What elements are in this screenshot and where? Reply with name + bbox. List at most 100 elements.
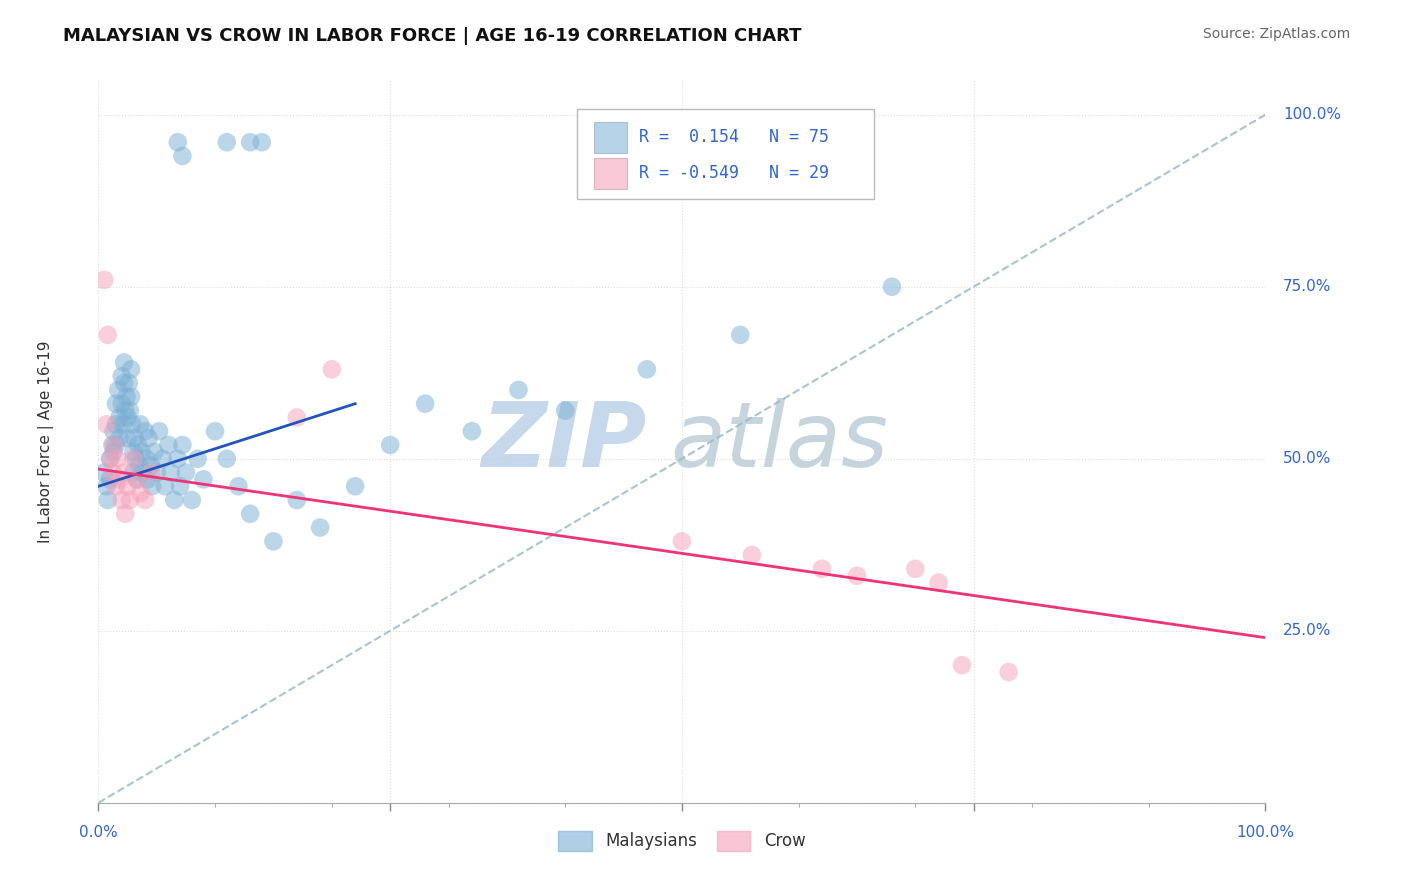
Point	[125, 472, 148, 486]
Point	[125, 451, 148, 466]
Point	[143, 445, 166, 459]
Point	[146, 466, 169, 480]
Point	[120, 390, 142, 404]
Point	[107, 383, 129, 397]
Point	[811, 562, 834, 576]
Point	[215, 135, 238, 149]
Point	[112, 376, 135, 390]
Point	[285, 493, 308, 508]
Point	[997, 665, 1019, 679]
Point	[138, 431, 160, 445]
Point	[114, 403, 136, 417]
Point	[127, 438, 149, 452]
Text: atlas: atlas	[671, 398, 889, 485]
Point	[121, 417, 143, 432]
Point	[112, 355, 135, 369]
Point	[108, 472, 131, 486]
Point	[104, 417, 127, 432]
Point	[96, 417, 118, 432]
Point	[101, 466, 124, 480]
Point	[904, 562, 927, 576]
Point	[124, 431, 146, 445]
Point	[380, 438, 402, 452]
Point	[166, 451, 188, 466]
Point	[111, 493, 134, 508]
Point	[108, 431, 131, 445]
FancyBboxPatch shape	[595, 158, 627, 189]
Point	[120, 362, 142, 376]
Point	[117, 410, 139, 425]
Point	[159, 466, 181, 480]
Point	[118, 376, 141, 390]
Point	[135, 451, 157, 466]
Point	[105, 451, 128, 466]
Point	[239, 135, 262, 149]
Point	[128, 458, 150, 473]
Point	[114, 507, 136, 521]
Text: R =  0.154   N = 75: R = 0.154 N = 75	[638, 128, 828, 145]
Text: Source: ZipAtlas.com: Source: ZipAtlas.com	[1202, 27, 1350, 41]
Point	[132, 466, 155, 480]
Point	[141, 479, 163, 493]
Point	[153, 479, 176, 493]
Text: 0.0%: 0.0%	[79, 825, 118, 840]
Point	[103, 424, 125, 438]
Point	[111, 369, 134, 384]
Point	[134, 493, 156, 508]
Point	[122, 451, 145, 466]
Point	[104, 438, 127, 452]
Text: R = -0.549   N = 29: R = -0.549 N = 29	[638, 164, 828, 182]
Text: 50.0%: 50.0%	[1282, 451, 1331, 467]
Point	[309, 520, 332, 534]
Point	[139, 458, 162, 473]
Point	[112, 466, 135, 480]
Point	[93, 273, 115, 287]
Text: 25.0%: 25.0%	[1282, 624, 1331, 639]
Point	[104, 397, 127, 411]
Text: ZIP: ZIP	[482, 398, 647, 485]
Point	[187, 451, 209, 466]
Point	[117, 431, 139, 445]
Point	[554, 403, 576, 417]
Point	[215, 451, 238, 466]
Point	[228, 479, 250, 493]
Point	[180, 493, 202, 508]
Point	[101, 438, 124, 452]
Point	[413, 397, 436, 411]
Point	[344, 479, 367, 493]
Point	[166, 135, 188, 149]
Point	[193, 472, 215, 486]
Point	[239, 507, 262, 521]
Point	[129, 417, 152, 432]
Point	[152, 451, 174, 466]
Point	[134, 424, 156, 438]
Point	[97, 493, 120, 508]
Point	[111, 397, 134, 411]
Point	[98, 451, 121, 466]
Point	[157, 438, 180, 452]
Point	[671, 534, 693, 549]
FancyBboxPatch shape	[576, 109, 875, 200]
Text: MALAYSIAN VS CROW IN LABOR FORCE | AGE 16-19 CORRELATION CHART: MALAYSIAN VS CROW IN LABOR FORCE | AGE 1…	[63, 27, 801, 45]
Text: 75.0%: 75.0%	[1282, 279, 1331, 294]
Point	[321, 362, 343, 376]
Point	[172, 149, 194, 163]
Text: 100.0%: 100.0%	[1236, 825, 1295, 840]
Point	[508, 383, 530, 397]
Point	[97, 327, 120, 342]
Point	[172, 438, 194, 452]
Point	[108, 410, 131, 425]
Point	[122, 445, 145, 459]
Text: 100.0%: 100.0%	[1282, 107, 1341, 122]
Point	[139, 466, 162, 480]
Point	[96, 479, 118, 493]
Point	[103, 438, 125, 452]
Point	[129, 486, 152, 500]
Point	[262, 534, 284, 549]
Point	[174, 466, 197, 480]
Point	[115, 390, 138, 404]
Point	[730, 327, 752, 342]
Point	[636, 362, 658, 376]
Point	[98, 451, 121, 466]
FancyBboxPatch shape	[595, 122, 627, 153]
